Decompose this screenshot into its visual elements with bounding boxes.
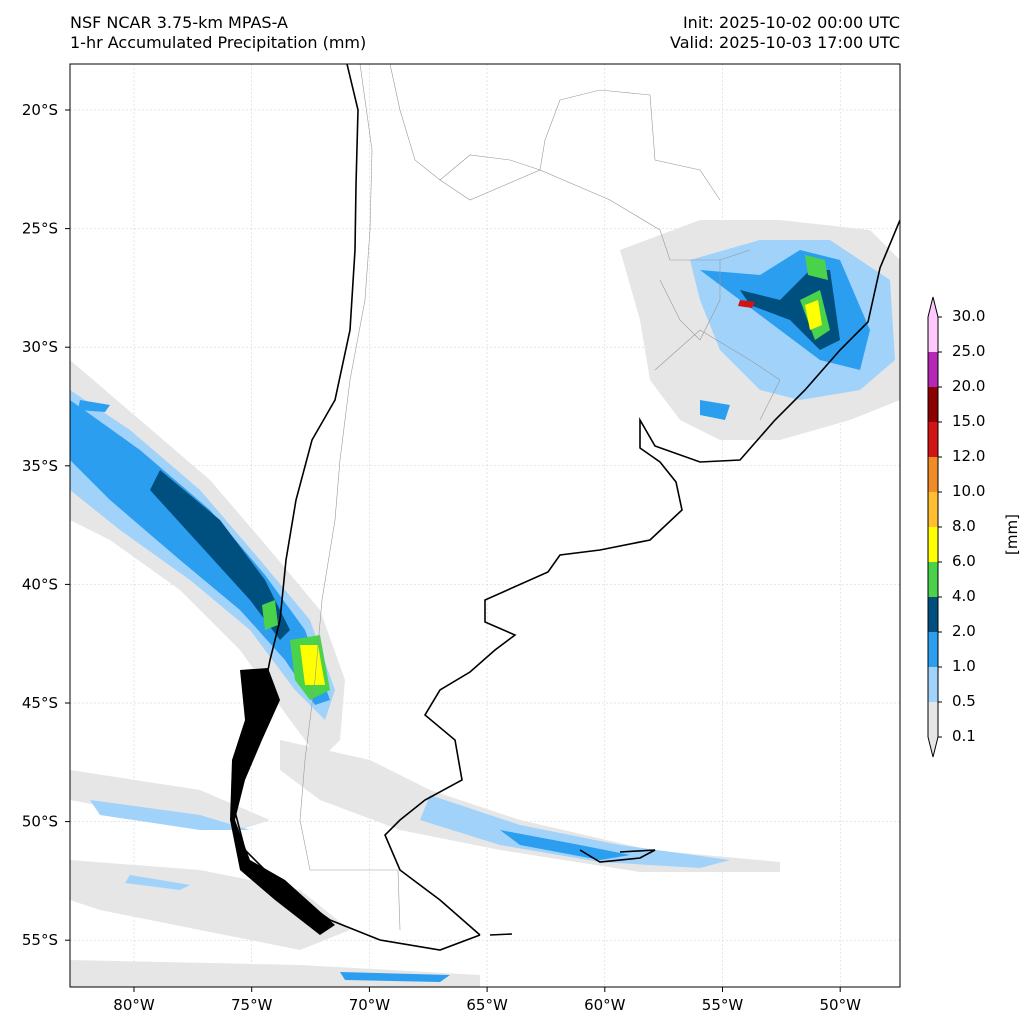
lat-tick-label: 20°S [22,101,58,119]
valid-time: Valid: 2025-10-03 17:00 UTC [669,33,900,52]
colorbar-segment [928,352,938,387]
chile-fjord-islands [230,668,335,935]
lon-tick-label: 55°W [702,996,744,1014]
colorbar-level-label: 12.0 [952,447,986,465]
latitude-ticks: 20°S 25°S 30°S 35°S 40°S 45°S 50°S 55°S [22,101,70,949]
colorbar-level-label: 8.0 [952,517,976,535]
lon-tick-label: 80°W [113,996,155,1014]
lon-tick-label: 75°W [231,996,273,1014]
map-frame [69,63,901,988]
longitude-ticks: 80°W 75°W 70°W 65°W 60°W 55°W 50°W [113,987,861,1014]
precip-southwest-band [70,360,345,760]
lat-tick-label: 25°S [22,220,58,238]
lat-tick-label: 50°S [22,813,58,831]
colorbar-segment [928,527,938,562]
lon-tick-label: 65°W [466,996,508,1014]
colorbar-level-label: 25.0 [952,342,986,360]
precip-patagonia-band [70,740,780,987]
title-left: NSF NCAR 3.75-km MPAS-A 1-hr Accumulated… [70,13,366,53]
colorbar-level-label: 0.1 [952,727,976,745]
colorbar-segment [928,597,938,632]
lon-tick-label: 70°W [349,996,391,1014]
colorbar-segment [928,297,938,352]
country-borders [299,64,781,931]
lon-tick-label: 60°W [584,996,626,1014]
colorbar-segment [928,492,938,527]
colorbar-segment [928,562,938,597]
field-name: 1-hr Accumulated Precipitation (mm) [70,33,367,52]
colorbar-segment [928,702,938,757]
init-time: Init: 2025-10-02 00:00 UTC [682,13,900,32]
lat-tick-label: 45°S [22,694,58,712]
colorbar-level-label: 4.0 [952,587,976,605]
colorbar-segment [928,387,938,422]
coastlines [231,64,900,951]
gridlines [70,64,900,987]
colorbar-level-label: 20.0 [952,377,986,395]
colorbar-level-label: 10.0 [952,482,986,500]
lat-tick-label: 55°S [22,931,58,949]
colorbar-segment [928,632,938,667]
colorbar-unit: [mm] [1003,514,1021,555]
lat-tick-label: 30°S [22,338,58,356]
colorbar-level-label: 1.0 [952,657,976,675]
lat-tick-label: 35°S [22,457,58,475]
title-right: Init: 2025-10-02 00:00 UTC Valid: 2025-1… [670,13,900,53]
colorbar-level-label: 30.0 [952,307,986,325]
colorbar-level-label: 2.0 [952,622,976,640]
model-name: NSF NCAR 3.75-km MPAS-A [70,13,288,32]
colorbar [927,296,942,758]
precip-northeast-cluster [620,220,900,440]
colorbar-level-label: 6.0 [952,552,976,570]
lon-tick-label: 50°W [819,996,861,1014]
colorbar-level-label: 15.0 [952,412,986,430]
lat-tick-label: 40°S [22,575,58,593]
colorbar-segment [928,457,938,492]
colorbar-level-label: 0.5 [952,692,976,710]
colorbar-segment [928,667,938,702]
colorbar-segment [928,422,938,457]
